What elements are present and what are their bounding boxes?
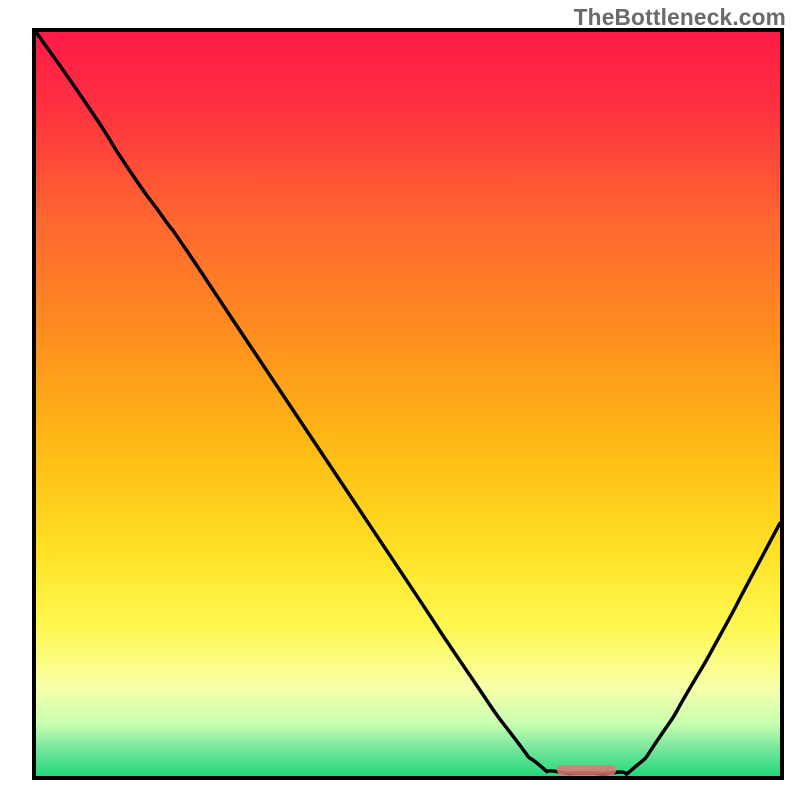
bottleneck-chart bbox=[0, 0, 800, 800]
gradient-background bbox=[36, 32, 780, 776]
chart-container: TheBottleneck.com bbox=[0, 0, 800, 800]
optimal-range-marker bbox=[557, 765, 617, 775]
